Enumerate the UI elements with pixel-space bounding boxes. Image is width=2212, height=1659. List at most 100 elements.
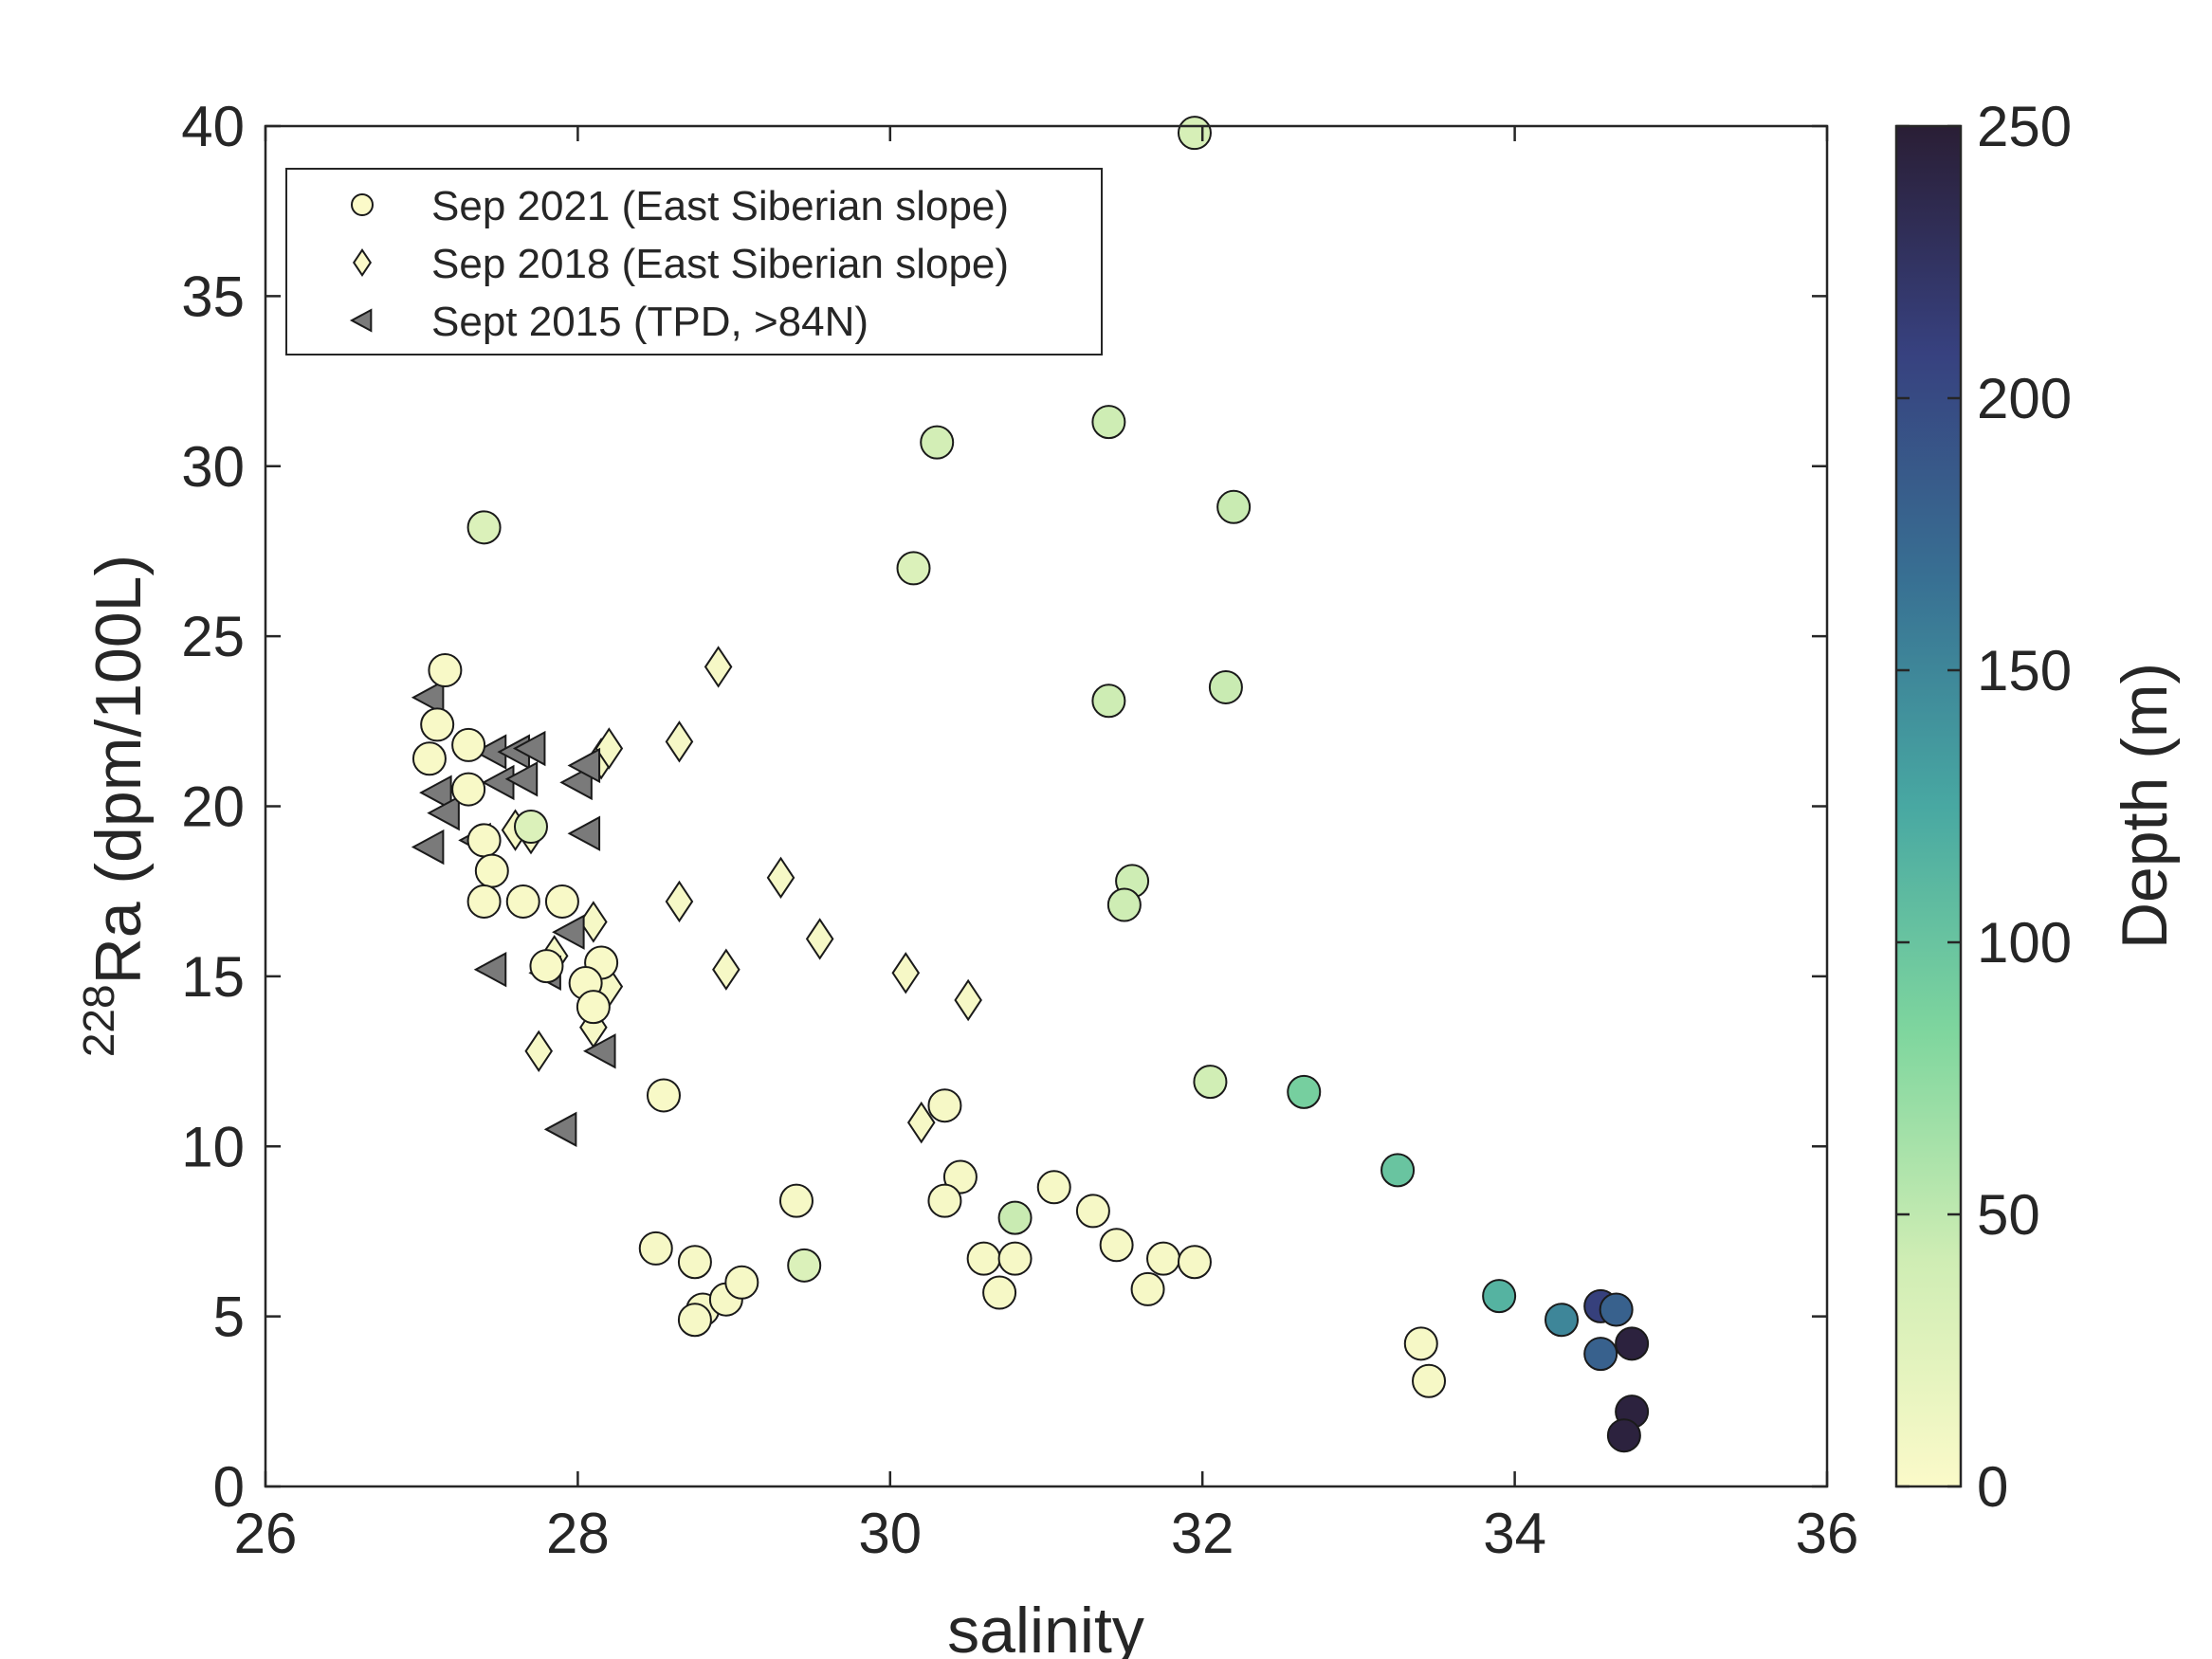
point-circle-2-32 (1036, 1170, 1071, 1205)
colorbar-tick-label: 100 (1977, 911, 2072, 975)
y-axis-label: 228Ra (dpm/100L) (74, 555, 155, 1057)
colorbar-label: Depth (m) (2109, 663, 2181, 949)
y-tick-label: 15 (181, 945, 245, 1009)
point-diamond-0-7 (579, 901, 608, 943)
point-circle-2-13 (466, 823, 502, 858)
point-triangle-left-1-8 (512, 730, 546, 767)
colorbar-tick-label: 150 (1977, 639, 2072, 702)
point-circle-2-42 (787, 1248, 822, 1283)
point-circle-2-4 (1216, 489, 1252, 524)
colorbar: 0 50 100 150 200 250 (1894, 95, 2072, 1519)
legend-entry-label: Sept 2015 (TPD, >84N) (431, 299, 868, 345)
point-triangle-left-1-10 (559, 764, 593, 801)
x-axis-ticks: 26 28 30 32 34 36 (234, 126, 1858, 1565)
point-circle-2-7 (1208, 669, 1243, 704)
point-circle-2-41 (724, 1265, 759, 1300)
y-tick-label: 20 (181, 775, 245, 839)
point-diamond-0-3 (594, 727, 624, 770)
colorbar-tick-label: 200 (1977, 367, 2072, 430)
x-tick-label: 30 (858, 1502, 922, 1565)
point-circle-2-56 (1583, 1337, 1618, 1372)
x-tick-label: 32 (1171, 1502, 1234, 1565)
y-axis-label-main: Ra (dpm/100L) (82, 555, 155, 985)
point-triangle-left-1-11 (567, 747, 601, 784)
point-diamond-0-8 (665, 880, 694, 923)
point-circle-2-36 (638, 1231, 673, 1266)
x-tick-label: 26 (234, 1502, 298, 1565)
point-circle-2-52 (1482, 1279, 1517, 1314)
point-circle-2-27 (1193, 1065, 1228, 1100)
point-circle-2-50 (1403, 1326, 1438, 1361)
point-circle-2-23 (646, 1078, 681, 1113)
point-circle-2-47 (1146, 1241, 1181, 1276)
point-circle-2-49 (1177, 1245, 1212, 1280)
point-circle-2-8 (428, 653, 463, 687)
x-tick-label: 28 (546, 1502, 610, 1565)
point-circle-2-51 (1412, 1363, 1447, 1398)
point-triangle-left-1-9 (504, 761, 539, 797)
point-circle-2-53 (1545, 1303, 1580, 1338)
point-circle-2-12 (451, 772, 486, 807)
point-circle-2-5 (896, 551, 931, 586)
point-circle-2-11 (451, 727, 486, 762)
point-triangle-left-1-17 (543, 1111, 577, 1147)
point-diamond-0-12 (891, 952, 921, 994)
x-tick-label: 34 (1483, 1502, 1546, 1565)
y-tick-label: 0 (213, 1455, 245, 1519)
point-triangle-left-1-2 (427, 794, 460, 831)
point-diamond-0-6 (766, 856, 795, 900)
point-triangle-left-1-12 (567, 815, 601, 851)
point-circle-2-43 (966, 1241, 1001, 1276)
point-circle-2-3 (466, 510, 502, 545)
point-circle-2-57 (1615, 1326, 1650, 1361)
colorbar-tick-label: 250 (1977, 95, 2072, 158)
point-circle-2-45 (982, 1275, 1017, 1310)
point-diamond-0-11 (712, 948, 740, 991)
y-tick-label: 10 (181, 1115, 245, 1178)
x-axis-label: salinity (947, 1595, 1144, 1659)
point-circle-2-1 (920, 425, 955, 460)
y-tick-label: 5 (213, 1285, 245, 1349)
point-circle-2-16 (505, 884, 540, 919)
point-circle-2-10 (411, 741, 447, 776)
point-diamond-0-16 (524, 1030, 554, 1073)
point-circle-2-35 (778, 1183, 814, 1218)
point-circle-2-55 (1599, 1292, 1634, 1327)
point-circle-2-2 (1091, 405, 1126, 440)
point-circle-2-31 (927, 1183, 962, 1218)
point-circle-2-28 (1287, 1074, 1322, 1109)
y-axis-ticks: 0 5 10 15 20 25 30 35 40 (181, 95, 1827, 1519)
point-circle-2-18 (513, 810, 548, 845)
point-circle-2-17 (544, 884, 579, 919)
point-circle-2-21 (576, 990, 611, 1025)
point-diamond-0-1 (665, 720, 694, 763)
point-circle-2-14 (474, 853, 509, 888)
point-triangle-left-1-0 (411, 680, 445, 716)
y-tick-label: 30 (181, 435, 245, 499)
point-circle-2-26 (927, 1088, 962, 1123)
point-diamond-0-0 (704, 646, 733, 688)
legend-entry-label: Sep 2018 (East Siberian slope) (431, 241, 1009, 287)
colorbar-tick-label: 0 (1977, 1455, 2008, 1519)
point-triangle-left-1-14 (473, 952, 507, 988)
colorbar-gradient (1894, 124, 1963, 1488)
legend: Sep 2021 (East Siberian slope) Sep 2018 (… (285, 168, 1103, 356)
legend-marker-circle (351, 193, 374, 216)
point-circle-2-0 (1177, 116, 1212, 151)
legend-marker-triangle-left (349, 308, 373, 333)
y-axis-label-superscript: 228 (74, 984, 123, 1057)
point-circle-2-15 (466, 884, 502, 919)
point-circle-2-59 (1606, 1418, 1641, 1453)
y-tick-label: 25 (181, 605, 245, 668)
colorbar-tick-label: 50 (1977, 1183, 2040, 1247)
point-circle-2-37 (677, 1245, 712, 1280)
point-triangle-left-1-13 (552, 914, 585, 950)
point-triangle-left-1-1 (419, 775, 452, 811)
point-diamond-0-13 (954, 978, 982, 1022)
point-diamond-0-9 (805, 918, 834, 960)
point-circle-2-22 (529, 949, 564, 984)
data-markers (411, 116, 1650, 1453)
point-circle-2-39 (677, 1303, 712, 1338)
legend-box (285, 168, 1103, 356)
